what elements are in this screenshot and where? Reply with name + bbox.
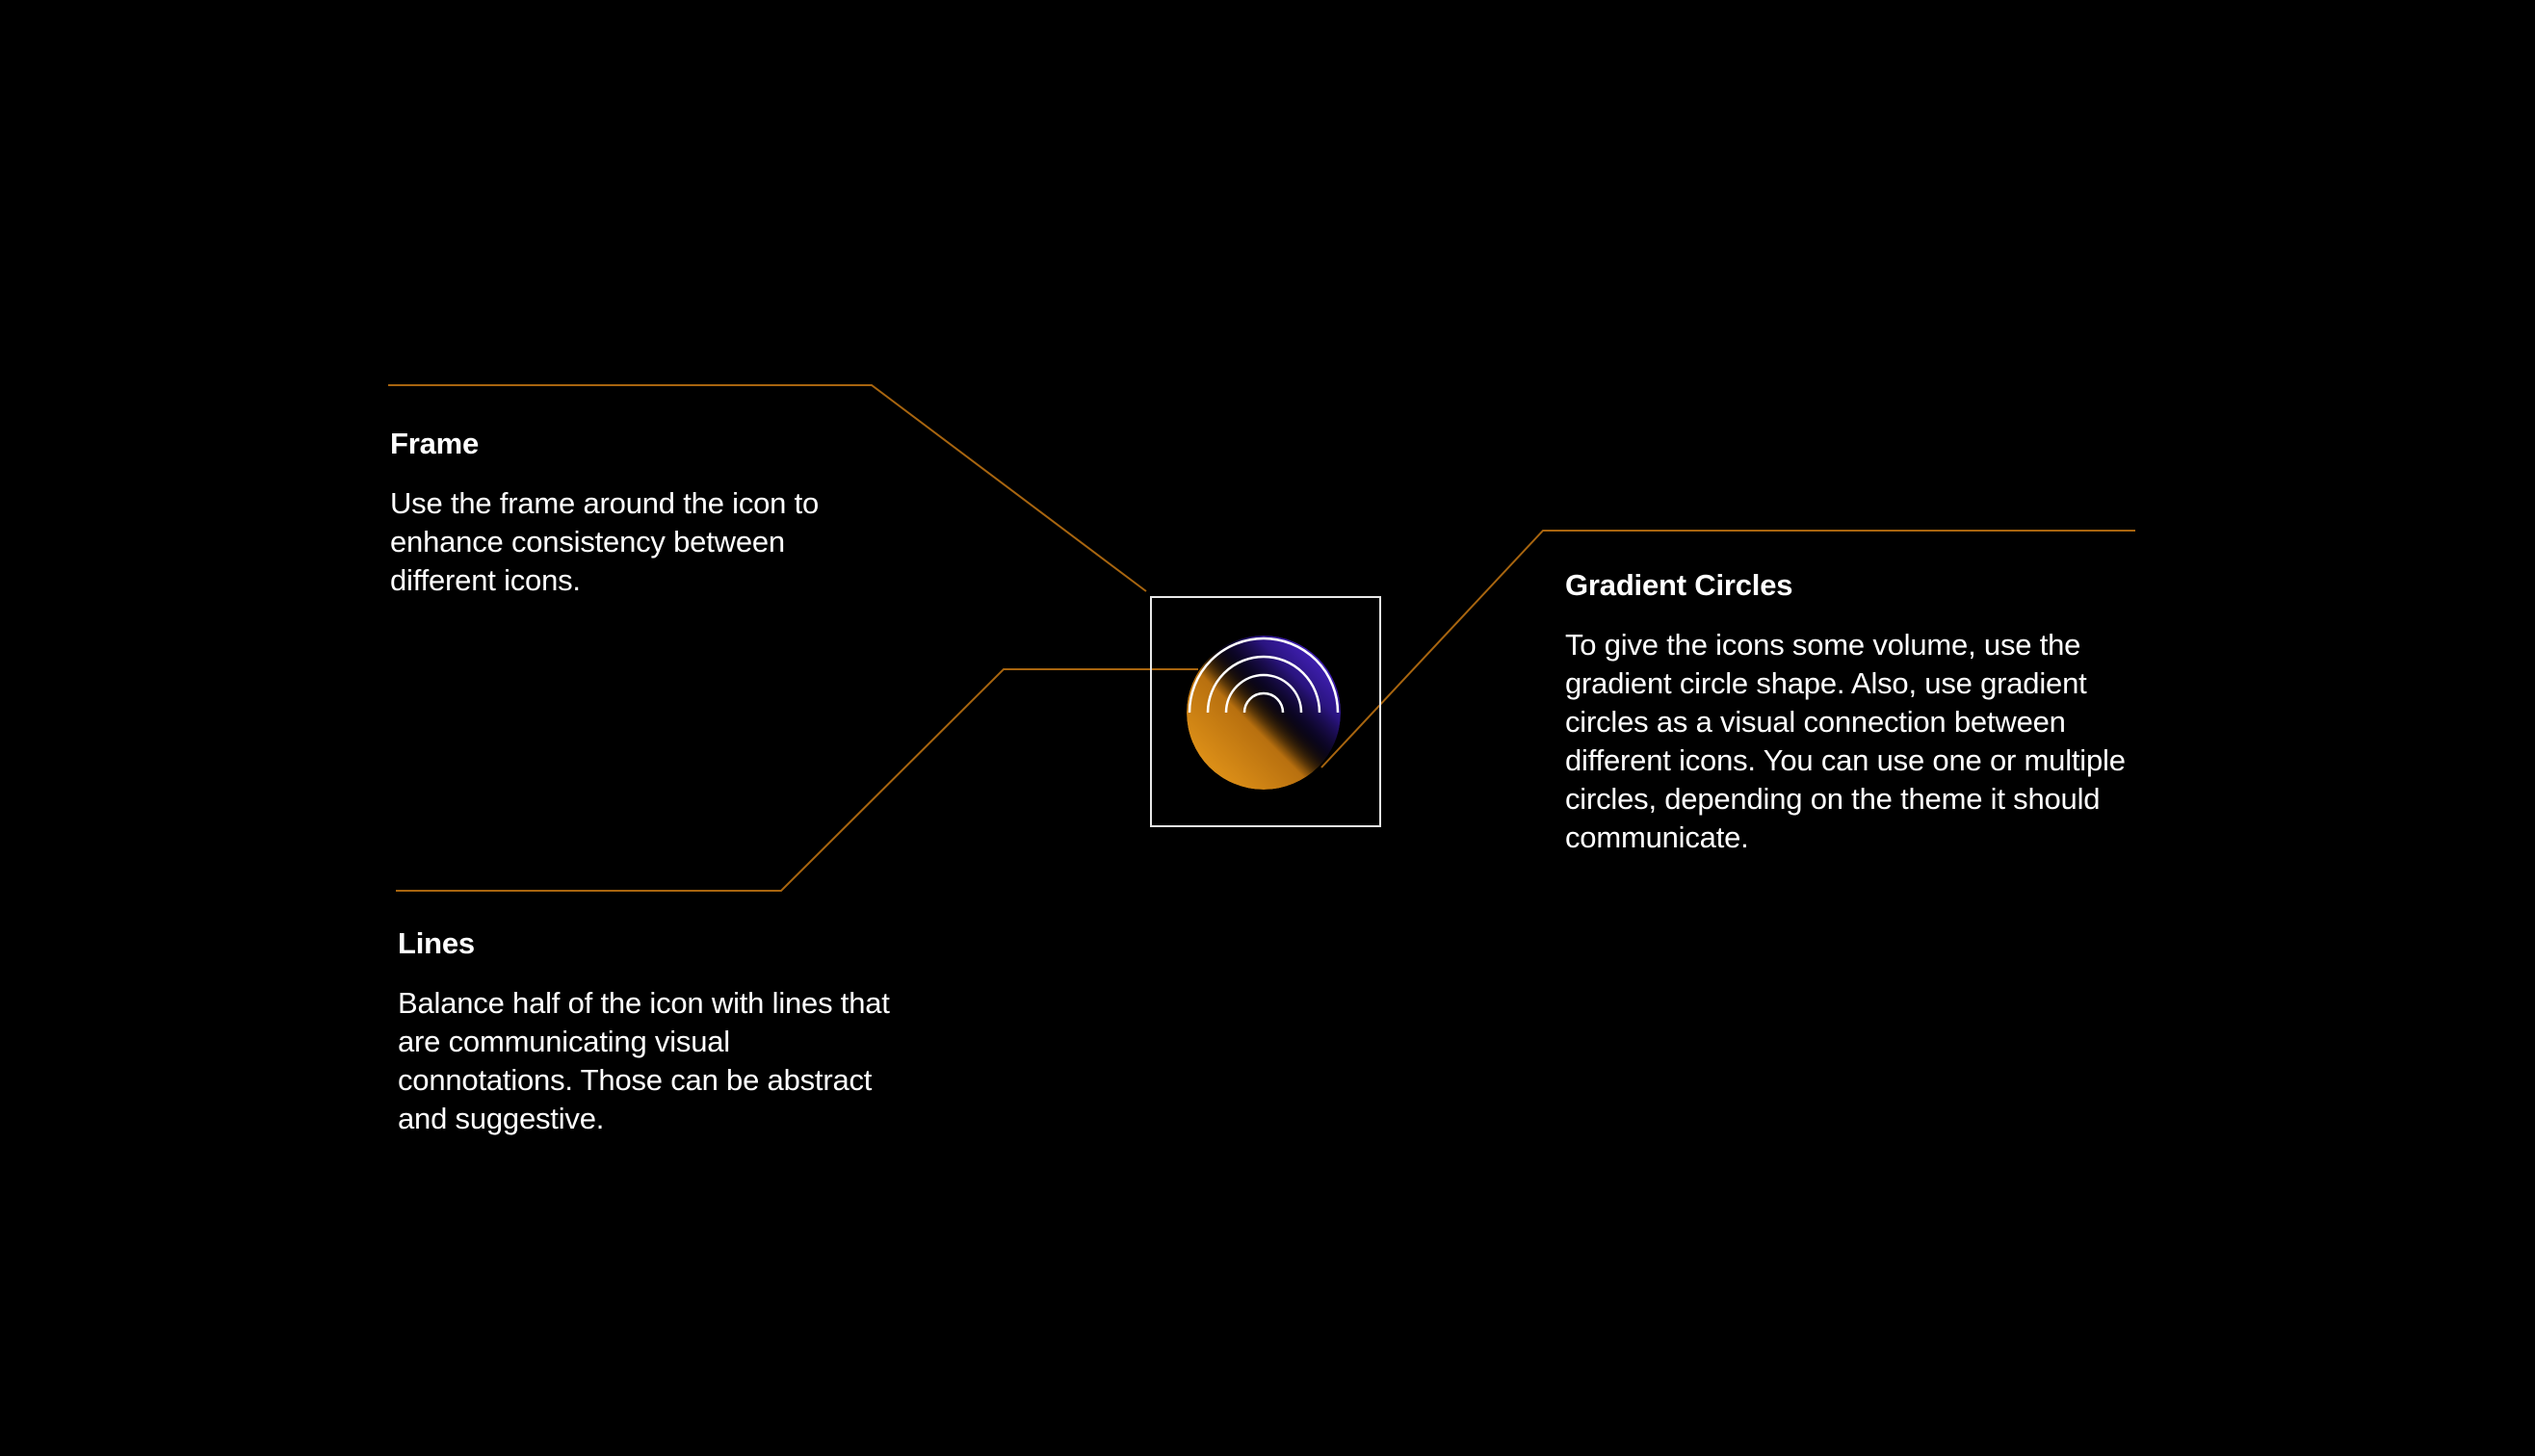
callout-gradient-circles-body: To give the icons some volume, use the g… bbox=[1565, 628, 2126, 854]
icon-frame bbox=[1150, 596, 1381, 827]
arc-inner-small bbox=[1242, 691, 1285, 714]
callout-lines-body: Balance half of the icon with lines that… bbox=[398, 986, 890, 1135]
arc-inner-large bbox=[1224, 673, 1303, 714]
signal-arcs-icon bbox=[1150, 596, 1381, 827]
callout-gradient-circles: Gradient Circles To give the icons some … bbox=[1565, 566, 2153, 857]
arc-outer bbox=[1188, 637, 1340, 714]
gradient-circle bbox=[1187, 636, 1341, 790]
callout-frame: Frame Use the frame around the icon to e… bbox=[390, 425, 833, 600]
concentric-arcs bbox=[1188, 637, 1340, 714]
leader-line-frame bbox=[388, 384, 1147, 592]
arc-middle bbox=[1206, 655, 1321, 714]
callout-gradient-circles-title: Gradient Circles bbox=[1565, 568, 1793, 602]
leader-line-lines bbox=[396, 668, 1198, 892]
callout-lines: Lines Balance half of the icon with line… bbox=[398, 924, 899, 1138]
leader-line-gradient-circles bbox=[1320, 530, 2135, 768]
callout-frame-body: Use the frame around the icon to enhance… bbox=[390, 486, 820, 597]
callout-lines-title: Lines bbox=[398, 926, 475, 960]
callout-frame-title: Frame bbox=[390, 427, 480, 460]
